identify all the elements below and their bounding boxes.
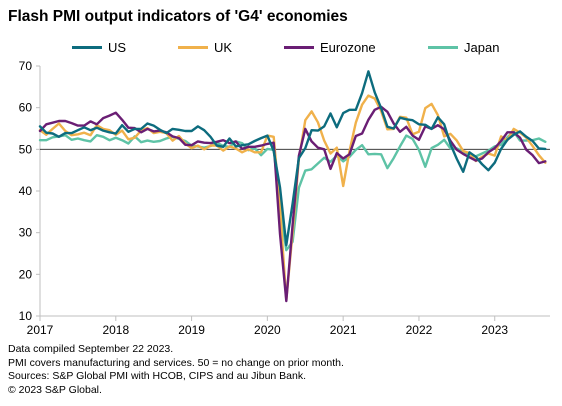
y-tick-label: 40	[19, 184, 33, 198]
y-tick-label: 60	[19, 101, 33, 115]
y-tick-label: 10	[19, 309, 33, 323]
chart-title: Flash PMI output indicators of 'G4' econ…	[8, 8, 348, 25]
note-copyright: © 2023 S&P Global.	[8, 383, 102, 396]
y-tick-label: 70	[19, 59, 33, 73]
y-tick-label: 50	[19, 142, 33, 156]
x-tick-label: 2021	[330, 323, 357, 337]
legend-swatch-uk	[178, 46, 208, 49]
chart-notes: Data compiled September 22 2023. PMI cov…	[8, 343, 344, 397]
pmi-line-chart: 10 20 30 40 50 60 70 2017 2018 2019 2020 2021 2022 20…	[19, 59, 550, 337]
note-data-compiled: Data compiled September 22 2023.	[8, 343, 174, 355]
legend-swatch-eurozone	[284, 46, 314, 49]
x-tick-label: 2023	[481, 323, 508, 337]
note-pmi-coverage: PMI covers manufacturing and services. 5…	[8, 356, 344, 369]
series-line-eurozone	[38, 105, 547, 303]
note-sources: Sources: S&P Global PMI with HCOB, CIPS …	[8, 370, 307, 382]
legend-swatch-us	[72, 46, 102, 49]
legend-swatch-japan	[428, 46, 458, 49]
x-tick-label: 2019	[178, 323, 205, 337]
legend-item-eurozone: Eurozone	[284, 40, 376, 55]
series-line-us	[38, 70, 547, 247]
x-tick-label: 2022	[406, 323, 433, 337]
legend-label-japan: Japan	[464, 40, 500, 55]
legend-item-uk: UK	[178, 40, 232, 55]
legend-item-us: US	[72, 40, 126, 55]
legend-label-us: US	[108, 40, 127, 55]
legend-item-japan: Japan	[428, 40, 499, 55]
y-tick-label: 30	[19, 226, 33, 240]
y-tick-label: 20	[19, 267, 33, 281]
x-tick-label: 2018	[102, 323, 129, 337]
legend-label-eurozone: Eurozone	[320, 40, 376, 55]
legend-label-uk: UK	[214, 40, 233, 55]
chart-legend: US UK Eurozone Japan	[0, 40, 562, 56]
x-tick-label: 2017	[27, 323, 54, 337]
x-tick-label: 2020	[254, 323, 281, 337]
